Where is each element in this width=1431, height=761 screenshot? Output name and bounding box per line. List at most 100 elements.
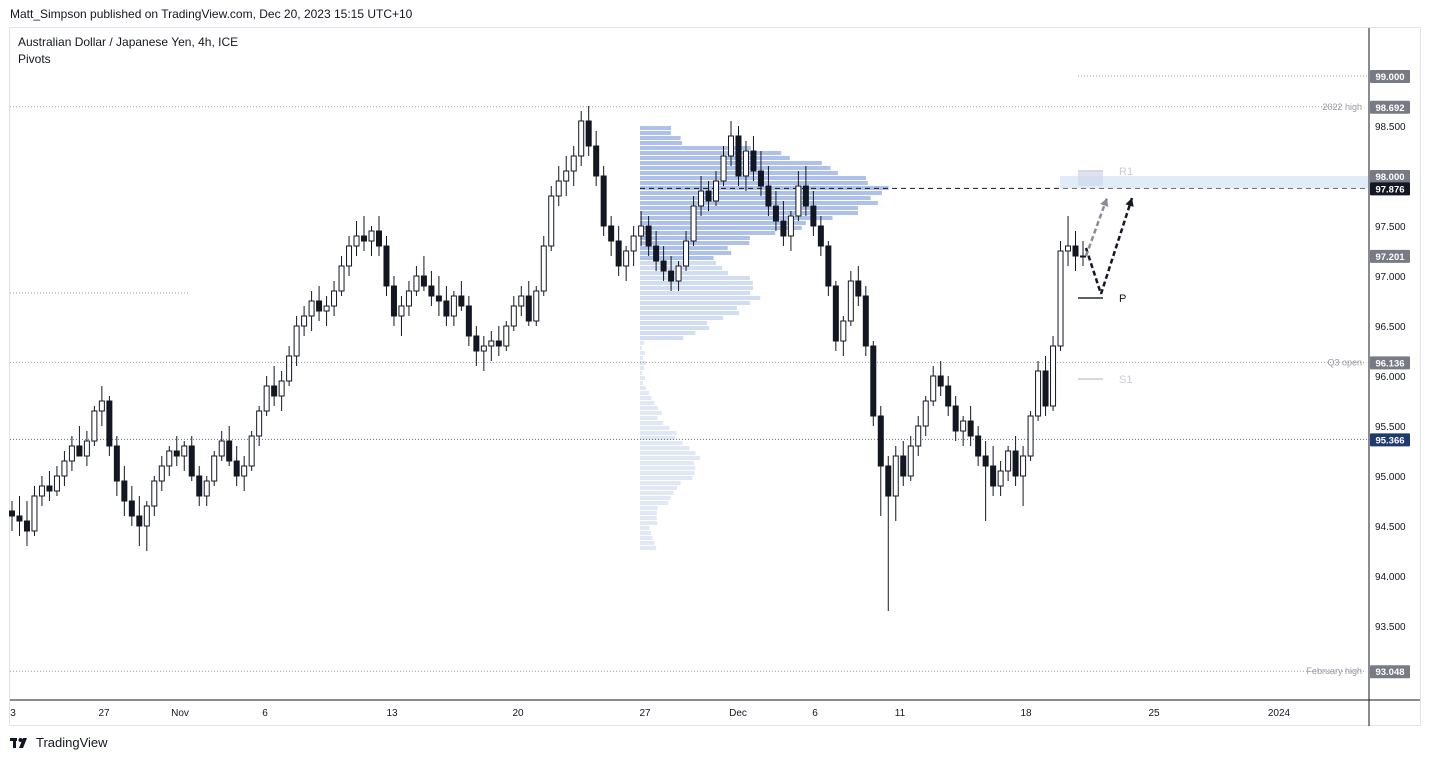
candle-body bbox=[181, 445, 188, 457]
candle bbox=[660, 246, 667, 281]
candle bbox=[675, 261, 682, 291]
candle bbox=[368, 226, 375, 256]
candle bbox=[181, 441, 188, 471]
resistance-zone bbox=[1060, 176, 1368, 189]
candle-body bbox=[16, 515, 23, 522]
candle bbox=[630, 226, 637, 266]
volume-profile-bar bbox=[640, 481, 681, 485]
candle bbox=[750, 136, 757, 181]
candle-body bbox=[750, 150, 757, 172]
volume-profile-bar bbox=[640, 326, 710, 330]
volume-profile-bar bbox=[640, 441, 683, 445]
candle-body bbox=[1065, 245, 1072, 252]
candle bbox=[76, 426, 83, 457]
candle bbox=[226, 426, 233, 466]
candle-body bbox=[375, 230, 382, 247]
pivot-label-r1: R1 bbox=[1119, 166, 1133, 178]
candle-body bbox=[982, 455, 989, 467]
arrow-head-icon bbox=[1125, 198, 1134, 207]
volume-profile-bar bbox=[640, 306, 737, 310]
candle-body bbox=[1005, 450, 1012, 472]
candle bbox=[847, 271, 854, 326]
candle-body bbox=[1057, 250, 1064, 347]
symbol-title[interactable]: Australian Dollar / Japanese Yen, 4h, IC… bbox=[18, 35, 239, 49]
candle-body bbox=[525, 295, 532, 322]
projection-arrow-line bbox=[1084, 247, 1103, 295]
tradingview-brand[interactable]: TradingView bbox=[10, 735, 108, 750]
candle bbox=[435, 276, 442, 316]
candle bbox=[390, 276, 397, 326]
level-label: Q3 open bbox=[1327, 357, 1362, 367]
candle bbox=[473, 326, 480, 366]
candle-body bbox=[900, 455, 907, 477]
candle-body bbox=[503, 325, 510, 347]
volume-profile-bar bbox=[640, 181, 868, 185]
volume-profile-bar bbox=[640, 136, 681, 140]
projection-arrow-line bbox=[1084, 197, 1109, 257]
candle-body bbox=[608, 225, 615, 242]
candle-body bbox=[173, 450, 180, 457]
candle bbox=[937, 361, 944, 396]
candle-body bbox=[301, 315, 308, 327]
candle bbox=[555, 166, 562, 206]
chart-frame[interactable] bbox=[9, 27, 1421, 726]
candle-body bbox=[166, 450, 173, 467]
candle-body bbox=[645, 225, 652, 247]
publisher-line: Matt_Simpson published on TradingView.co… bbox=[10, 7, 413, 21]
volume-profile-bar bbox=[640, 466, 696, 470]
volume-profile-bar bbox=[640, 211, 858, 215]
candle bbox=[136, 496, 143, 546]
candle-body bbox=[765, 185, 772, 207]
candle bbox=[615, 226, 622, 276]
price-tag-label: 96.136 bbox=[1375, 358, 1404, 369]
candle bbox=[668, 256, 675, 291]
candle-body bbox=[211, 455, 218, 482]
candle-body bbox=[780, 220, 787, 237]
candle bbox=[53, 466, 60, 496]
candle bbox=[810, 191, 817, 236]
candle bbox=[638, 211, 645, 246]
price-tag: 96.136 bbox=[1370, 356, 1410, 370]
y-tick-label: 94.000 bbox=[1375, 572, 1406, 583]
volume-profile-bar bbox=[640, 201, 878, 205]
candle-body bbox=[1072, 245, 1079, 257]
candle-body bbox=[83, 440, 90, 457]
volume-profile-bar bbox=[640, 541, 655, 545]
x-tick-label: 25 bbox=[1148, 708, 1160, 719]
x-tick-label: 6 bbox=[262, 708, 268, 719]
level-label: 2022 high bbox=[1322, 102, 1362, 112]
candle-body bbox=[518, 295, 525, 307]
candle-body bbox=[316, 300, 323, 312]
candle-body bbox=[218, 440, 225, 457]
volume-profile-bar bbox=[640, 206, 859, 210]
candle-body bbox=[600, 175, 607, 227]
candle bbox=[945, 376, 952, 416]
candle bbox=[952, 396, 959, 441]
candle bbox=[713, 171, 720, 206]
candle-body bbox=[271, 385, 278, 397]
volume-profile-bar bbox=[640, 386, 646, 390]
candle-body bbox=[1080, 255, 1086, 258]
candle-body bbox=[915, 425, 922, 447]
volume-profile-bar bbox=[640, 491, 674, 495]
candle-body bbox=[286, 355, 293, 382]
candle-body bbox=[585, 120, 592, 147]
candle bbox=[173, 436, 180, 466]
volume-profile-bar bbox=[640, 356, 643, 360]
candle-body bbox=[331, 290, 338, 307]
candle bbox=[885, 456, 892, 611]
indicator-label[interactable]: Pivots bbox=[18, 52, 51, 66]
candle-body bbox=[248, 435, 255, 467]
candle bbox=[503, 321, 510, 351]
candle-body bbox=[23, 520, 30, 532]
candle bbox=[143, 501, 150, 551]
volume-profile-bar bbox=[640, 401, 655, 405]
candle-body bbox=[548, 195, 555, 247]
candle-body bbox=[113, 445, 120, 482]
volume-profile-bar bbox=[640, 221, 806, 225]
volume-profile-bar bbox=[640, 301, 750, 305]
candle bbox=[802, 166, 809, 216]
candle bbox=[488, 331, 495, 361]
candle bbox=[413, 266, 420, 296]
